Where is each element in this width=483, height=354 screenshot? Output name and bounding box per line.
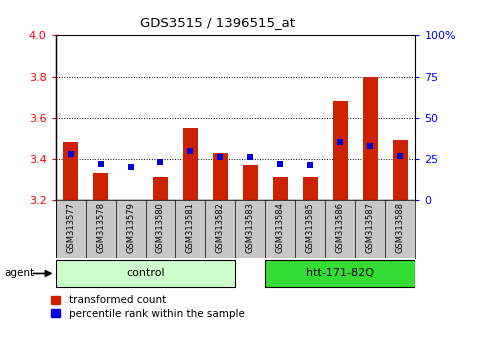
Text: GSM313578: GSM313578 [96, 202, 105, 253]
Point [216, 154, 224, 160]
Text: agent: agent [5, 268, 35, 279]
Text: GSM313580: GSM313580 [156, 202, 165, 253]
Bar [183, 128, 198, 200]
Text: GSM313586: GSM313586 [336, 202, 345, 253]
Point [367, 143, 374, 149]
Text: GSM313587: GSM313587 [366, 202, 375, 253]
Point [307, 162, 314, 168]
Point [67, 151, 74, 157]
Bar [243, 165, 258, 200]
Text: GDS3515 / 1396515_at: GDS3515 / 1396515_at [140, 16, 295, 29]
Text: GSM313588: GSM313588 [396, 202, 405, 253]
Point [337, 139, 344, 145]
Bar [63, 142, 78, 200]
Text: GSM313582: GSM313582 [216, 202, 225, 253]
Text: GSM313585: GSM313585 [306, 202, 315, 253]
Bar [266, 260, 415, 287]
Text: GSM313577: GSM313577 [66, 202, 75, 253]
Bar [153, 177, 168, 200]
Point [97, 161, 104, 167]
Text: GSM313584: GSM313584 [276, 202, 285, 253]
Point [397, 153, 404, 158]
Bar [303, 177, 318, 200]
Point [186, 148, 194, 154]
Bar [393, 140, 408, 200]
Legend: transformed count, percentile rank within the sample: transformed count, percentile rank withi… [51, 296, 245, 319]
Text: htt-171-82Q: htt-171-82Q [306, 268, 374, 279]
Point [156, 159, 164, 165]
Bar [93, 173, 108, 200]
Text: GSM313581: GSM313581 [186, 202, 195, 253]
Point [127, 164, 134, 170]
Text: GSM313579: GSM313579 [126, 202, 135, 253]
Text: control: control [126, 268, 165, 279]
Bar [363, 76, 378, 200]
Bar [213, 153, 228, 200]
Bar [273, 177, 288, 200]
Point [277, 161, 284, 167]
Bar [333, 101, 348, 200]
Bar [56, 260, 236, 287]
Point [247, 154, 255, 160]
Text: GSM313583: GSM313583 [246, 202, 255, 253]
